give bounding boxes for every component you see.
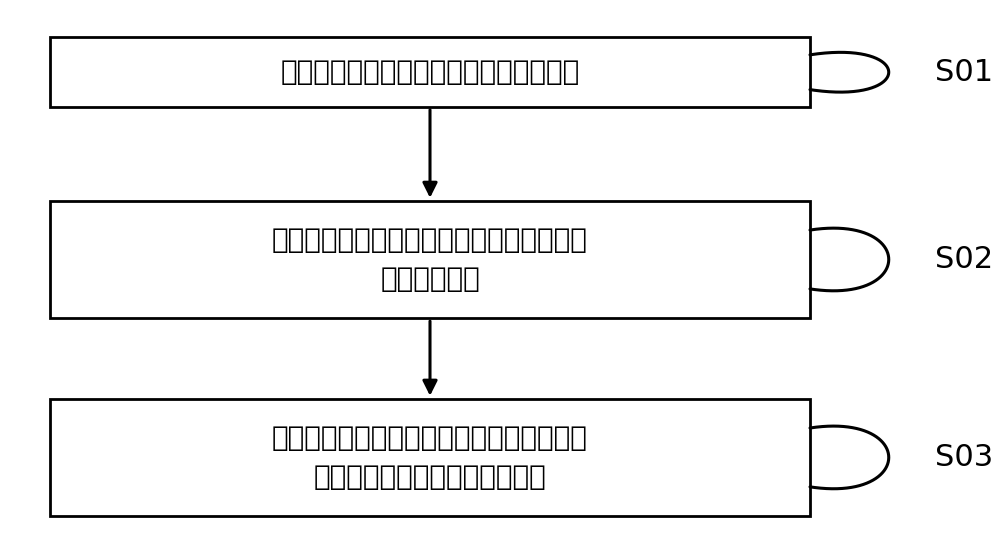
Text: 将所述复合碳颗粒与单质硫进行混合处理，
后于保护气氛中进行热载硫处理: 将所述复合碳颗粒与单质硫进行混合处理， 后于保护气氛中进行热载硫处理 [272,424,588,491]
Text: S02: S02 [935,245,993,274]
Text: 将所述混合碳分散液进行喷雾干燥处理，获
得复合碳颗粒: 将所述混合碳分散液进行喷雾干燥处理，获 得复合碳颗粒 [272,226,588,293]
Text: S01: S01 [935,58,993,87]
FancyBboxPatch shape [50,201,810,318]
FancyBboxPatch shape [50,399,810,516]
Text: S03: S03 [935,443,993,472]
FancyBboxPatch shape [50,37,810,107]
Text: 将碳纳米管和科琴黑配制成混合碳分散液: 将碳纳米管和科琴黑配制成混合碳分散液 [280,58,580,86]
